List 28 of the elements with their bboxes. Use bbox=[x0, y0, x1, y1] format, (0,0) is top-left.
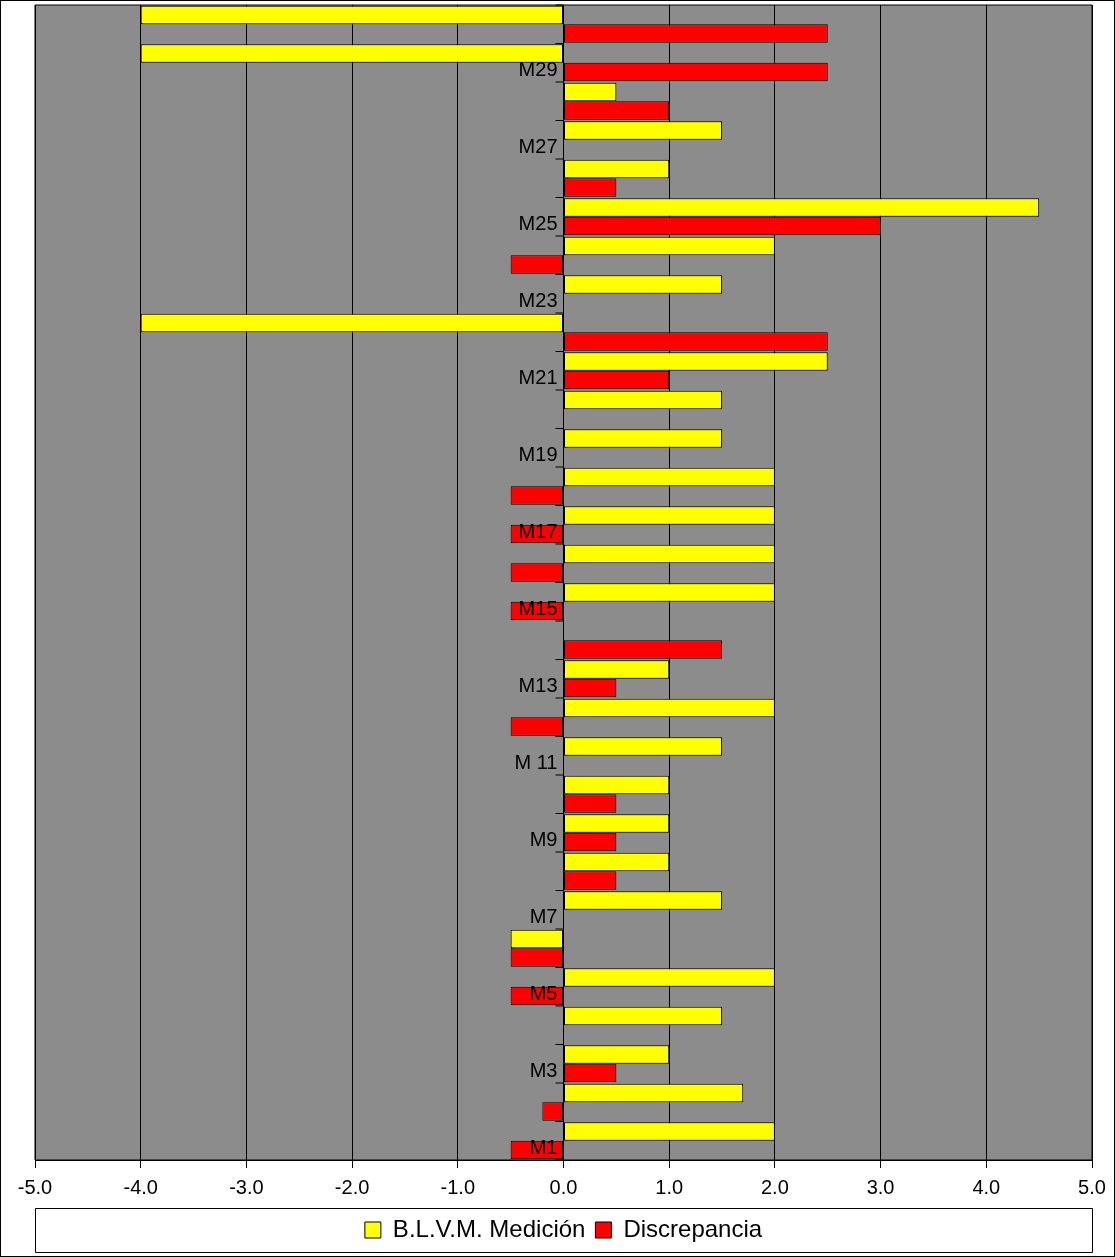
x-tick-label: 4.0 bbox=[972, 1175, 1001, 1198]
legend-label: B.L.V.M. Medición bbox=[392, 1214, 586, 1242]
x-tick-label: -1.0 bbox=[440, 1175, 476, 1198]
y-tick-label: M5 bbox=[529, 982, 558, 1005]
x-tick-label: 3.0 bbox=[866, 1175, 895, 1198]
y-tick-label: M29 bbox=[518, 58, 558, 81]
y-tick-label: M 11 bbox=[514, 751, 558, 774]
y-tick-label: M25 bbox=[518, 212, 558, 235]
y-tick-label: M7 bbox=[529, 905, 558, 928]
y-tick-label: M1 bbox=[529, 1136, 558, 1159]
x-tick-label: 5.0 bbox=[1078, 1175, 1106, 1198]
y-tick-label: M15 bbox=[518, 597, 558, 620]
legend-label: Discrepancia bbox=[623, 1214, 763, 1242]
x-tick-label: 0.0 bbox=[549, 1175, 578, 1198]
y-tick-label: M23 bbox=[518, 289, 558, 312]
y-tick-label: M3 bbox=[529, 1059, 558, 1082]
y-tick-label: M17 bbox=[518, 520, 558, 543]
x-tick-label: 1.0 bbox=[655, 1175, 684, 1198]
x-tick-label: -4.0 bbox=[123, 1175, 158, 1198]
x-tick-label: -5.0 bbox=[17, 1175, 53, 1198]
y-tick-label: M9 bbox=[529, 828, 558, 851]
y-tick-label: M19 bbox=[518, 443, 558, 466]
x-tick-label: 2.0 bbox=[760, 1175, 789, 1198]
x-tick-label: -3.0 bbox=[229, 1175, 264, 1198]
y-tick-label: M27 bbox=[518, 135, 558, 158]
y-tick-label: M13 bbox=[518, 674, 558, 697]
x-tick-label: -2.0 bbox=[334, 1175, 370, 1198]
y-tick-label: M21 bbox=[518, 366, 558, 389]
